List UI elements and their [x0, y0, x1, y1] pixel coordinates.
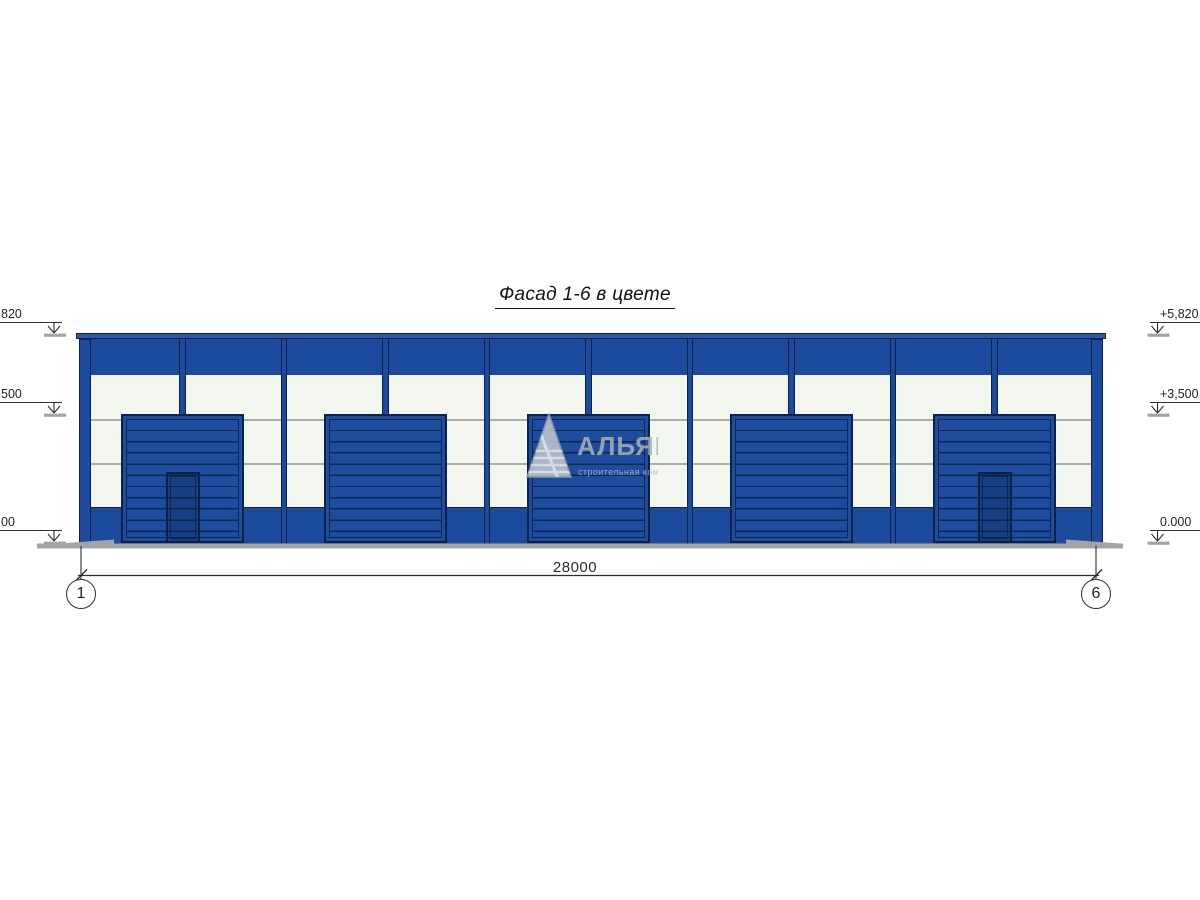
elevation-mark-right-2-value: +3,500: [1160, 386, 1199, 401]
elevation-mark-left-1-arrow-r: [53, 325, 61, 334]
half-column-3: [585, 339, 592, 417]
elevation-mark-right-3-arrow-r: [1157, 533, 1164, 542]
elevation-mark-left-1-value: 820: [1, 306, 22, 321]
door-panel-lines: [735, 419, 848, 538]
sectional-door-4: [730, 414, 853, 543]
wicket-door: [977, 472, 1012, 543]
column-axis-4: [686, 339, 694, 545]
axis-label-6: 6: [1091, 585, 1101, 602]
elevation-mark-right-2-arrow-r: [1157, 405, 1164, 414]
elevation-mark-right-2-arrow-l: [1151, 405, 1158, 414]
ground-line: [37, 543, 1123, 549]
axis-bubble-6: 6: [1081, 579, 1111, 609]
ground-apron-left: [60, 539, 114, 544]
elevation-mark-left-2-arrow-r: [53, 405, 61, 414]
dimension-value: 28000: [552, 559, 598, 576]
elevation-mark-right-1-arrow-l: [1151, 325, 1158, 334]
sectional-door-1: [121, 414, 244, 543]
elevation-mark-left-3-value: 00: [1, 514, 15, 529]
half-column-5: [991, 339, 998, 417]
elevation-mark-left-2-arrow-l: [47, 405, 55, 414]
wicket-door-frame: [169, 476, 196, 539]
drawing-title: Фасад 1-6 в цвете: [495, 284, 675, 309]
elevation-mark-left-3-arrow-l: [47, 533, 55, 542]
drawing-title-wrap: Фасад 1-6 в цвете: [400, 284, 770, 309]
elevation-mark-right-3-arrow-l: [1151, 533, 1158, 542]
door-panel-lines: [938, 419, 1051, 538]
door-panel-lines: [126, 419, 239, 538]
wicket-door-frame: [981, 476, 1008, 539]
axis-label-1: 1: [76, 585, 86, 602]
elevation-mark-right-3-value: 0.000: [1160, 514, 1192, 529]
sectional-door-5: [933, 414, 1056, 543]
column-axis-3: [483, 339, 491, 545]
axis-bubble-1: 1: [66, 579, 96, 609]
door-panel-lines: [329, 419, 442, 538]
half-column-4: [788, 339, 795, 417]
sectional-door-2: [324, 414, 447, 543]
elevation-mark-right-1-arrow-r: [1157, 325, 1164, 334]
elevation-mark-right-1-value: +5,820: [1160, 306, 1199, 321]
ground-apron-right: [1066, 539, 1120, 544]
wicket-door: [165, 472, 200, 543]
elevation-mark-left-1-arrow-l: [47, 325, 55, 334]
half-column-1: [179, 339, 186, 417]
parapet-coping: [76, 333, 1106, 339]
column-axis-2: [280, 339, 288, 545]
half-column-2: [382, 339, 389, 417]
elevation-mark-left-3-arrow-r: [53, 533, 61, 542]
column-axis-5: [889, 339, 897, 545]
elevation-mark-left-2-value: 500: [1, 386, 22, 401]
